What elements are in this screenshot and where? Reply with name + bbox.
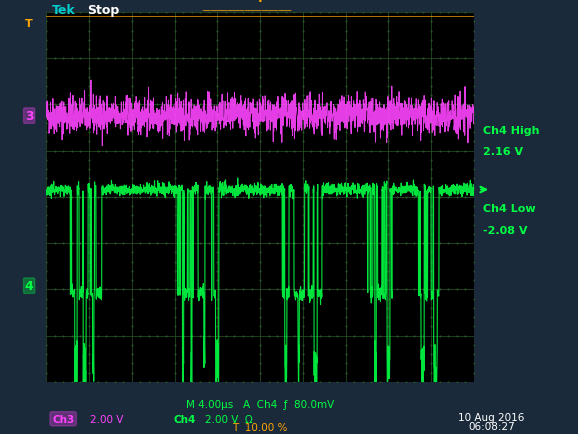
Text: 2.16 V: 2.16 V bbox=[483, 147, 523, 157]
Text: T  10.00 %: T 10.00 % bbox=[232, 423, 288, 432]
Text: -2.08 V: -2.08 V bbox=[483, 225, 527, 235]
Text: T: T bbox=[25, 19, 33, 29]
Text: ─────────────────────: ───────────────────── bbox=[202, 8, 291, 14]
Text: M 4.00μs   A  Ch4  ƒ  80.0mV: M 4.00μs A Ch4 ƒ 80.0mV bbox=[186, 399, 334, 408]
Text: Ch4 Low: Ch4 Low bbox=[483, 204, 535, 213]
Text: 2.00 V  Ω: 2.00 V Ω bbox=[205, 414, 253, 424]
Text: Ch3: Ch3 bbox=[52, 414, 74, 424]
Text: Tek: Tek bbox=[52, 4, 76, 17]
Text: T: T bbox=[256, 0, 264, 5]
Text: Ch4 High: Ch4 High bbox=[483, 125, 539, 135]
Text: Stop: Stop bbox=[87, 4, 119, 17]
Text: 3: 3 bbox=[25, 110, 34, 123]
Text: 06:08:27: 06:08:27 bbox=[468, 421, 514, 431]
Text: 10 Aug 2016: 10 Aug 2016 bbox=[458, 412, 524, 421]
Text: 2.00 V: 2.00 V bbox=[90, 414, 123, 424]
Text: Ch4: Ch4 bbox=[173, 414, 196, 424]
Text: 4: 4 bbox=[25, 279, 34, 293]
